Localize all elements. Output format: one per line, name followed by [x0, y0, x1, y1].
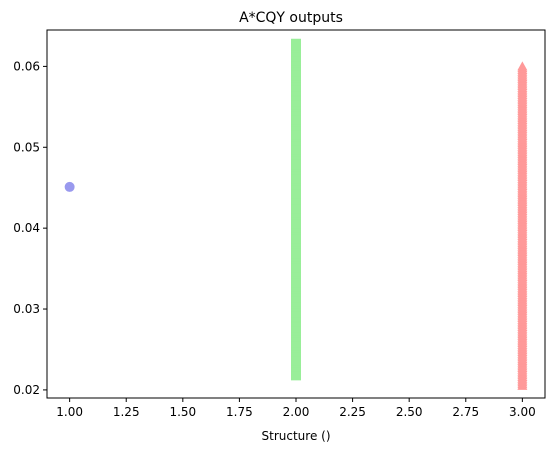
- x-tick-label: 1.00: [56, 405, 83, 419]
- y-tick-label: 0.05: [13, 140, 40, 154]
- data-point: [517, 61, 528, 71]
- x-axis-ticks: 1.00 1.25 1.50 1.75 2.00 2.25 2.50 2.75 3.00: [56, 398, 536, 419]
- x-tick-label: 2.50: [396, 405, 423, 419]
- x-axis-label: Structure (): [262, 429, 331, 443]
- x-tick-label: 1.50: [169, 405, 196, 419]
- x-tick-label: 2.75: [452, 405, 479, 419]
- y-tick-label: 0.06: [13, 59, 40, 73]
- y-tick-label: 0.04: [13, 221, 40, 235]
- x-tick-label: 2.25: [339, 405, 366, 419]
- x-tick-label: 1.25: [113, 405, 140, 419]
- y-tick-label: 0.02: [13, 383, 40, 397]
- x-tick-label: 3.00: [509, 405, 536, 419]
- x-tick-label: 2.00: [283, 405, 310, 419]
- y-tick-label: 0.03: [13, 302, 40, 316]
- plot-frame: [46, 29, 546, 399]
- y-axis-ticks: 0.02 0.03 0.04 0.05 0.06: [13, 59, 47, 397]
- chart-title: A*CQY outputs: [239, 10, 343, 26]
- x-tick-label: 1.75: [226, 405, 253, 419]
- data-marks: [64, 38, 528, 390]
- data-point: [291, 38, 301, 49]
- data-point: [64, 181, 75, 192]
